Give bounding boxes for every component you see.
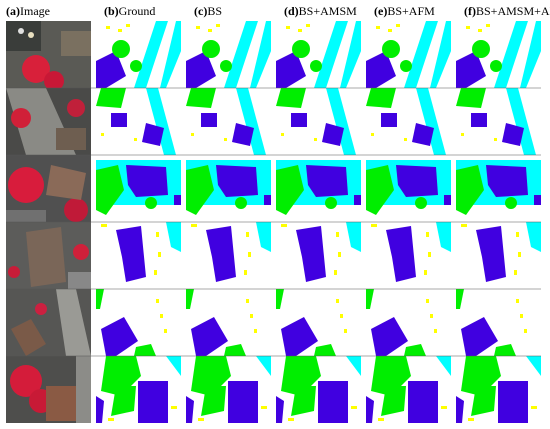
header-text: Image [20,4,50,18]
segmentation-tile [276,289,361,356]
segmentation-tile [276,222,361,289]
column-header: (b)Ground [104,4,155,18]
segmentation-tile [276,155,361,222]
segmentation-tile [456,155,541,222]
segmentation-tile [456,21,541,88]
segmentation-tile [186,289,271,356]
segmentation-tile [186,222,271,289]
header-text: BS+AFM [387,4,435,18]
column-header: (d)BS+AMSM [284,4,357,18]
segmentation-tile [96,356,181,423]
segmentation-tile [186,88,271,155]
column-header: (a)Image [6,4,50,18]
column-header: (c)BS [194,4,222,18]
segmentation-tile [96,289,181,356]
header-letter: (e) [374,4,387,18]
segmentation-tile [96,222,181,289]
header-letter: (c) [194,4,207,18]
segmentation-tile [96,155,181,222]
image-tile [6,21,91,91]
image-tile [6,88,91,155]
header-text: BS+AMSM+AFM [476,4,550,18]
segmentation-tile [96,88,181,155]
segmentation-tile [366,222,451,289]
header-letter: (b) [104,4,119,18]
segmentation-tile [366,88,451,155]
header-text: BS+AMSM [299,4,357,18]
segmentation-tile [366,289,451,356]
column-headers: (a)Image (b)Ground (c)BS (d)BS+AMSM (e)BS+AF… [6,4,550,18]
segmentation-tile [456,289,541,356]
segmentation-tile [456,356,541,423]
segmentation-tile [366,21,451,88]
column-header: (f)BS+AMSM+AFM [464,4,550,18]
segmentation-tile [366,356,451,423]
segmentation-tile [186,155,271,222]
segmentation-tile [276,356,361,423]
segmentation-tile [276,21,361,88]
header-text: Ground [119,4,156,18]
segmentation-tile [366,155,451,222]
image-tile [6,155,91,222]
segmentation-tile [186,356,271,423]
header-letter: (f) [464,4,476,18]
segmentation-tile [276,88,361,155]
header-letter: (a) [6,4,20,18]
segmentation-tile [456,222,541,289]
segmentation-tile [456,88,541,155]
tile-grid [6,21,541,423]
header-text: BS [207,4,222,18]
segmentation-tile [96,21,181,88]
image-tile [6,222,91,289]
image-tile [6,289,91,356]
column-header: (e)BS+AFM [374,4,435,18]
segmentation-tile [186,21,271,88]
image-tile [6,356,91,423]
header-letter: (d) [284,4,299,18]
